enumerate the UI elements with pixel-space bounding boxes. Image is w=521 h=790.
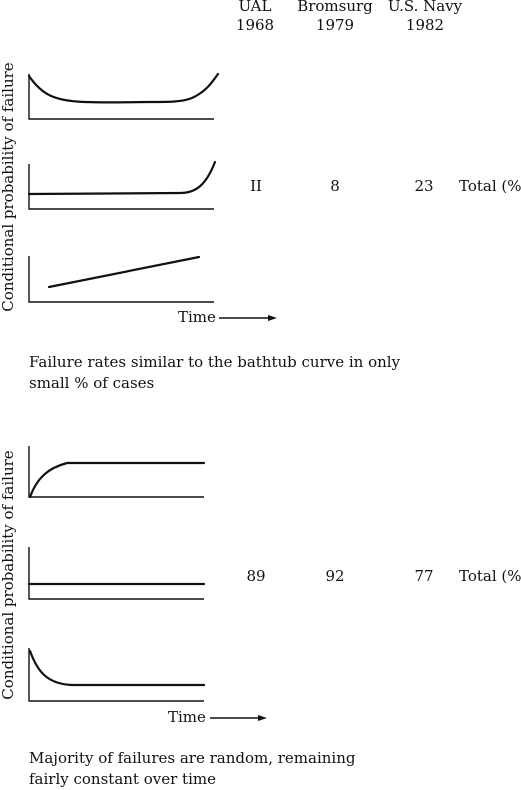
pattern-rising-constant-axes xyxy=(28,446,204,498)
y-axis-label-bottom: Conditional probability of failure xyxy=(0,450,17,700)
pattern-wearout xyxy=(27,160,217,210)
column-name-navy: U.S. Navy xyxy=(387,0,463,15)
total-label-bottom: Total (%) xyxy=(459,567,521,585)
caption-top: Failure rates similar to the bathtub cur… xyxy=(29,352,400,394)
pattern-infant-mortality xyxy=(28,648,206,702)
column-name-bromsurg: Bromsurg xyxy=(297,0,373,15)
value-bottom-bromsurg: 92 xyxy=(325,567,345,585)
value-top-ual: II xyxy=(250,177,262,195)
pattern-bathtub xyxy=(27,72,220,120)
value-top-bromsurg: 8 xyxy=(330,177,340,195)
pattern-increasing-curve xyxy=(47,255,201,289)
column-name-ual: UAL xyxy=(238,0,272,15)
caption-bottom-line1: Majority of failures are random, remaini… xyxy=(29,749,356,767)
time-arrow-bottom xyxy=(210,715,267,721)
pattern-infant-mortality-axes xyxy=(28,648,204,702)
caption-top-line1: Failure rates similar to the bathtub cur… xyxy=(29,353,401,371)
pattern-wearout-curve xyxy=(27,160,217,196)
pattern-wearout-axes xyxy=(28,164,214,210)
total-label-top: Total (%) xyxy=(459,177,521,195)
time-arrow-top xyxy=(219,315,277,321)
column-year-bromsurg: 1979 xyxy=(315,16,355,34)
pattern-bathtub-curve xyxy=(27,72,220,104)
value-bottom-ual: 89 xyxy=(246,567,266,585)
column-header-bromsurg: Bromsurg 1979 xyxy=(290,0,380,35)
time-label-top: Time xyxy=(178,308,216,326)
pattern-increasing xyxy=(28,255,214,303)
caption-bottom: Majority of failures are random, remaini… xyxy=(29,748,356,790)
caption-bottom-line2: fairly constant over time xyxy=(29,770,216,788)
pattern-increasing-axes xyxy=(28,256,214,303)
column-year-navy: 1982 xyxy=(405,16,445,34)
column-year-ual: 1968 xyxy=(235,16,275,34)
pattern-constant xyxy=(27,547,206,600)
pattern-bathtub-axes xyxy=(28,74,214,120)
value-bottom-navy: 77 xyxy=(414,567,434,585)
pattern-rising-constant-curve xyxy=(28,461,206,499)
pattern-rising-constant xyxy=(28,446,206,499)
pattern-constant-axes xyxy=(28,547,204,600)
caption-top-line2: small % of cases xyxy=(29,374,155,392)
column-header-navy: U.S. Navy 1982 xyxy=(380,0,470,35)
time-label-bottom: Time xyxy=(168,708,206,726)
column-header-ual: UAL 1968 xyxy=(210,0,300,35)
value-top-navy: 23 xyxy=(414,177,434,195)
y-axis-label-top: Conditional probability of failure xyxy=(0,62,17,312)
pattern-infant-mortality-curve xyxy=(28,649,206,687)
